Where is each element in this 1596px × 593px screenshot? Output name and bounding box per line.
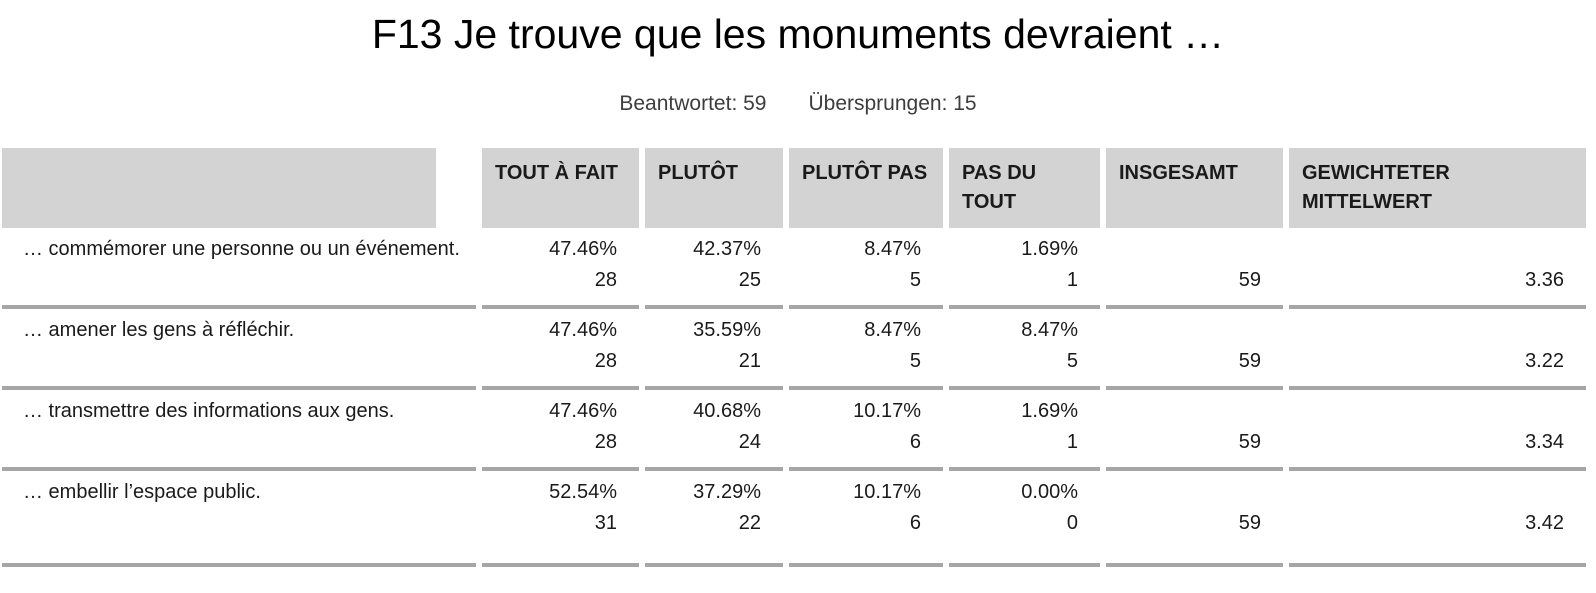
value-cell: 8.47% 5 [949,309,1100,390]
skipped-label: Übersprungen: [808,92,948,115]
percentage-value: 8.47% [1021,319,1078,341]
column-header-tout-a-fait: TOUT À FAIT [482,148,639,228]
percentage-value: 0.00% [1021,481,1078,503]
percentage-value: 47.46% [549,238,617,260]
count-value: 22 [738,512,761,534]
total-value: 59 [1238,431,1261,453]
total-cell: 59 [1106,228,1283,309]
column-header-plutot: PLUTÔT [645,148,783,228]
total-value: 59 [1238,512,1261,534]
value-cell: 42.37% 25 [645,228,783,309]
weighted-mean-value: 3.22 [1525,350,1564,372]
results-table: TOUT À FAIT PLUTÔT PLUTÔT PAS PAS DU TOUT IN… [0,148,1592,567]
percentage-value: 10.17% [853,481,921,503]
weighted-mean-cell: 3.22 [1289,309,1586,390]
response-stats: Beantwortet: 59 Übersprungen: 15 [0,92,1596,116]
count-value: 28 [594,431,617,453]
value-cell: 8.47% 5 [789,228,943,309]
value-cell: 47.46% 28 [482,228,639,309]
question-cell: … amener les gens à réfléchir. [2,309,476,390]
percentage-value: 42.37% [693,238,761,260]
percentage-value: 40.68% [693,400,761,422]
percentage-value: 37.29% [693,481,761,503]
answered-label: Beantwortet: [619,92,738,115]
column-header-insgesamt: INSGESAMT [1106,148,1283,228]
value-cell: 47.46% 28 [482,390,639,471]
count-value: 24 [738,431,761,453]
percentage-value: 47.46% [549,319,617,341]
column-header-pas-du-tout: PAS DU TOUT [949,148,1100,228]
total-cell: 59 [1106,471,1283,567]
value-cell: 35.59% 21 [645,309,783,390]
total-value: 59 [1238,350,1261,372]
count-value: 6 [909,512,921,534]
answered-value: 59 [743,92,767,115]
percentage-value: 1.69% [1021,400,1078,422]
results-table-header: TOUT À FAIT PLUTÔT PLUTÔT PAS PAS DU TOUT IN… [2,148,1586,228]
weighted-mean-value: 3.42 [1525,512,1564,534]
count-value: 1 [1066,269,1078,291]
count-value: 5 [909,350,921,372]
count-value: 21 [738,350,761,372]
count-value: 5 [1066,350,1078,372]
value-cell: 40.68% 24 [645,390,783,471]
table-row: … commémorer une personne ou un événemen… [2,228,1586,309]
weighted-mean-value: 3.36 [1525,269,1564,291]
value-cell: 10.17% 6 [789,471,943,567]
count-value: 0 [1066,512,1078,534]
count-value: 5 [909,269,921,291]
answered-stat: Beantwortet: 59 [619,92,766,116]
question-cell: … embellir l’espace public. [2,471,476,567]
weighted-mean-cell: 3.36 [1289,228,1586,309]
percentage-value: 10.17% [853,400,921,422]
value-cell: 47.46% 28 [482,309,639,390]
column-header-plutot-pas: PLUTÔT PAS [789,148,943,228]
count-value: 25 [738,269,761,291]
weighted-mean-cell: 3.42 [1289,471,1586,567]
count-value: 6 [909,431,921,453]
percentage-value: 1.69% [1021,238,1078,260]
total-cell: 59 [1106,309,1283,390]
count-value: 28 [594,350,617,372]
question-cell: … transmettre des informations aux gens. [2,390,476,471]
count-value: 28 [594,269,617,291]
skipped-value: 15 [953,92,977,115]
count-value: 1 [1066,431,1078,453]
value-cell: 1.69% 1 [949,228,1100,309]
page-title: F13 Je trouve que les monuments devraien… [371,11,1225,57]
value-cell: 10.17% 6 [789,390,943,471]
total-cell: 59 [1106,390,1283,471]
table-row: … transmettre des informations aux gens.… [2,390,1586,471]
percentage-value: 35.59% [693,319,761,341]
header-row: TOUT À FAIT PLUTÔT PLUTÔT PAS PAS DU TOUT IN… [2,148,1586,228]
value-cell: 52.54% 31 [482,471,639,567]
results-table-body: … commémorer une personne ou un événemen… [2,228,1586,567]
percentage-value: 52.54% [549,481,617,503]
table-row: … amener les gens à réfléchir. 47.46% 28 35… [2,309,1586,390]
column-header-gewichteter-mittelwert: GEWICHTETER MITTELWERT [1289,148,1586,228]
value-cell: 0.00% 0 [949,471,1100,567]
value-cell: 1.69% 1 [949,390,1100,471]
table-row: … embellir l’espace public. 52.54% 31 37.29… [2,471,1586,567]
value-cell: 8.47% 5 [789,309,943,390]
percentage-value: 8.47% [864,238,921,260]
skipped-stat: Übersprungen: 15 [808,92,976,116]
total-value: 59 [1238,269,1261,291]
percentage-value: 47.46% [549,400,617,422]
weighted-mean-cell: 3.34 [1289,390,1586,471]
count-value: 31 [594,512,617,534]
question-cell: … commémorer une personne ou un événemen… [2,228,476,309]
percentage-value: 8.47% [864,319,921,341]
weighted-mean-value: 3.34 [1525,431,1564,453]
column-header-question [2,148,476,228]
value-cell: 37.29% 22 [645,471,783,567]
